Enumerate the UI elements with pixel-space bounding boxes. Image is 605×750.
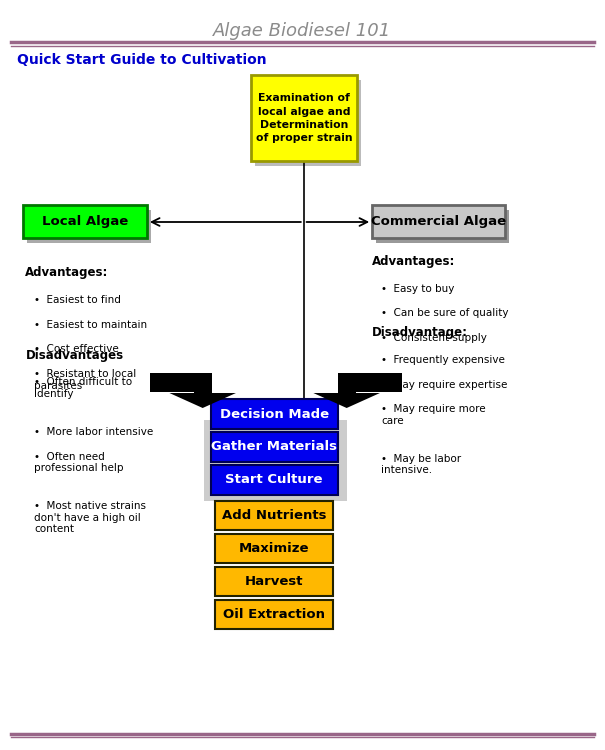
Text: Maximize: Maximize [239, 542, 309, 555]
Text: •  Easiest to find: • Easiest to find [34, 295, 122, 304]
Polygon shape [313, 393, 380, 408]
Text: Local Algae: Local Algae [42, 215, 128, 229]
Text: Harvest: Harvest [245, 574, 303, 588]
Text: •  Easy to buy: • Easy to buy [381, 284, 454, 293]
Polygon shape [338, 373, 402, 392]
Text: Decision Made: Decision Made [220, 407, 329, 421]
Text: •  Can be sure of quality: • Can be sure of quality [381, 308, 509, 318]
FancyBboxPatch shape [215, 600, 333, 628]
Text: •  Most native strains
don't have a high oil
content: • Most native strains don't have a high … [34, 501, 146, 534]
Text: Add Nutrients: Add Nutrients [222, 509, 326, 522]
FancyBboxPatch shape [255, 80, 361, 166]
FancyBboxPatch shape [251, 75, 357, 161]
Text: •  May require more
care: • May require more care [381, 404, 486, 426]
Text: •  Frequently expensive: • Frequently expensive [381, 355, 505, 364]
Text: Algae Biodiesel 101: Algae Biodiesel 101 [214, 22, 391, 40]
Text: Examination of
local algae and
Determination
of proper strain: Examination of local algae and Determina… [256, 93, 352, 143]
Polygon shape [169, 393, 236, 408]
Text: •  May require expertise: • May require expertise [381, 380, 508, 389]
Text: •  Easiest to maintain: • Easiest to maintain [34, 320, 148, 329]
Polygon shape [194, 392, 212, 393]
Text: •  Often difficult to
identify: • Often difficult to identify [34, 377, 132, 399]
Text: •  Consistent supply: • Consistent supply [381, 333, 487, 343]
FancyBboxPatch shape [211, 399, 338, 429]
Text: Advantages:: Advantages: [25, 266, 109, 279]
Text: •  More labor intensive: • More labor intensive [34, 427, 154, 436]
Text: Start Culture: Start Culture [225, 473, 323, 487]
FancyBboxPatch shape [23, 206, 147, 238]
Polygon shape [338, 392, 356, 393]
Text: •  Resistant to local
parasites: • Resistant to local parasites [34, 369, 137, 391]
Text: Disadvantage:: Disadvantage: [372, 326, 468, 339]
FancyBboxPatch shape [211, 432, 338, 462]
FancyBboxPatch shape [372, 206, 505, 238]
Text: Oil Extraction: Oil Extraction [223, 608, 325, 621]
FancyBboxPatch shape [215, 501, 333, 530]
Text: Disadvantages: Disadvantages [25, 349, 123, 361]
Text: Advantages:: Advantages: [372, 255, 456, 268]
FancyBboxPatch shape [215, 567, 333, 596]
FancyBboxPatch shape [211, 465, 338, 495]
Text: Quick Start Guide to Cultivation: Quick Start Guide to Cultivation [17, 53, 267, 67]
Polygon shape [150, 373, 212, 392]
Text: •  Cost effective: • Cost effective [34, 344, 119, 354]
FancyBboxPatch shape [204, 420, 347, 501]
FancyBboxPatch shape [376, 210, 509, 243]
Text: •  May be labor
intensive.: • May be labor intensive. [381, 454, 461, 476]
Text: •  Often need
professional help: • Often need professional help [34, 452, 124, 473]
FancyBboxPatch shape [215, 534, 333, 562]
FancyBboxPatch shape [27, 210, 151, 243]
Text: Commercial Algae: Commercial Algae [371, 215, 506, 229]
Text: Gather Materials: Gather Materials [211, 440, 337, 454]
